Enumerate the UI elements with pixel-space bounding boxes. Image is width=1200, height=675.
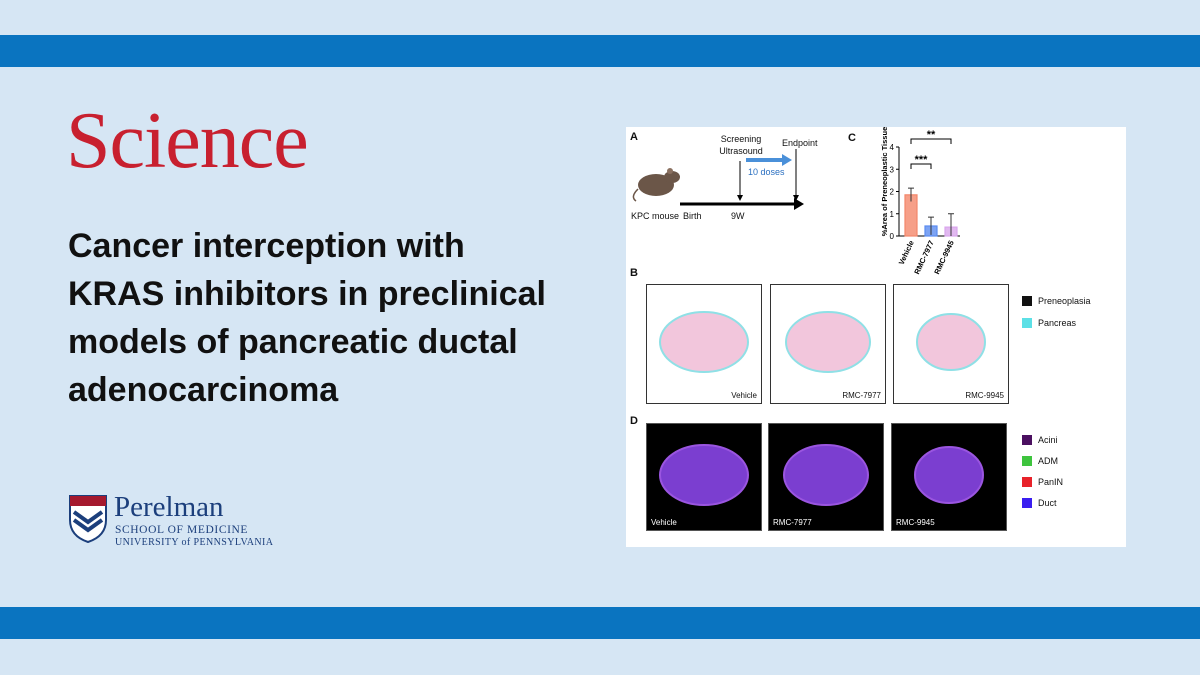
legend-swatch <box>1022 435 1032 445</box>
y-axis-label: %Area of Preneoplastic Tissue <box>880 127 889 236</box>
tissue <box>916 313 986 371</box>
x-tick-label: RMC-9945 <box>932 239 955 276</box>
error-bar <box>908 187 914 202</box>
tissue <box>659 311 749 373</box>
legend-label: Duct <box>1038 498 1057 508</box>
panel-label: D <box>630 415 638 427</box>
image-tile: RMC-7977 <box>770 284 886 404</box>
top-band <box>0 35 1200 67</box>
legend-swatch <box>1022 498 1032 508</box>
y-tick-label: 0 <box>890 232 895 241</box>
significance-bracket <box>910 163 932 169</box>
tissue <box>914 446 984 504</box>
image-tile: RMC-7977 <box>768 423 884 531</box>
image-tile: Vehicle <box>646 284 762 404</box>
legend-swatch <box>1022 477 1032 487</box>
image-tile: Vehicle <box>646 423 762 531</box>
x-tick-label: Vehicle <box>897 239 916 266</box>
tissue-image <box>659 444 749 506</box>
y-tick-label: 2 <box>890 188 895 197</box>
bar-chart: 0 1 2 3 4%Area of Preneoplastic Tissue Vehicl… <box>880 127 960 276</box>
tissue-image <box>783 444 869 506</box>
legend-label: PanIN <box>1038 477 1064 487</box>
institution-name: Perelman <box>114 491 224 523</box>
y-tick-label: 1 <box>890 210 895 219</box>
timeline-label: 9W <box>731 211 745 221</box>
panel-label: C <box>848 132 856 144</box>
significance-label: *** <box>915 154 929 166</box>
legend-swatch <box>1022 456 1032 466</box>
tissue-image <box>914 446 984 504</box>
brand: Science <box>66 97 309 185</box>
timeline-label: 10 doses <box>748 167 785 177</box>
legend-label: Acini <box>1038 435 1058 445</box>
headline: Cancer interception with KRAS inhibitors… <box>68 227 546 409</box>
sample-label: RMC-9945 <box>896 518 935 527</box>
image-tile: RMC-9945 <box>891 423 1007 531</box>
legend-label: Preneoplasia <box>1038 296 1091 306</box>
sample-label: RMC-7977 <box>842 391 881 400</box>
figure: A KPC mouse Birth 9W Screening Ultrasoun… <box>626 127 1126 547</box>
tissue-image <box>916 313 986 371</box>
image-tile: RMC-9945 <box>893 284 1009 404</box>
significance-label: ** <box>927 129 936 141</box>
legend-label: ADM <box>1038 456 1058 466</box>
sample-label: Vehicle <box>731 391 757 400</box>
timeline-label: Birth <box>683 211 702 221</box>
legend-swatch <box>1022 318 1032 328</box>
institution-line: SCHOOL OF MEDICINE <box>115 524 249 536</box>
sample-label: Vehicle <box>651 518 677 527</box>
error-bar <box>928 216 934 235</box>
sample-label: RMC-7977 <box>773 518 812 527</box>
institution-line: UNIVERSITY of PENNSYLVANIA <box>115 537 274 548</box>
bottom-band <box>0 607 1200 639</box>
tissue-image <box>659 311 749 373</box>
tissue <box>783 444 869 506</box>
shield-logo <box>69 495 107 544</box>
timeline-label: Endpoint <box>782 138 818 148</box>
panel-label: B <box>630 267 638 279</box>
legend-label: Pancreas <box>1038 318 1077 328</box>
timeline-graphic <box>632 149 804 210</box>
tissue-image <box>785 311 871 373</box>
sample-label: RMC-9945 <box>965 391 1004 400</box>
tissue <box>659 444 749 506</box>
mouse-label: KPC mouse <box>630 211 680 221</box>
significance-bracket <box>910 138 952 144</box>
timeline-label: Screening Ultrasound <box>719 134 763 156</box>
y-tick-label: 3 <box>890 165 895 174</box>
panel-label: A <box>630 131 638 143</box>
y-tick-label: 4 <box>890 143 895 152</box>
legend-swatch <box>1022 296 1032 306</box>
tissue <box>785 311 871 373</box>
error-bar <box>948 213 954 236</box>
